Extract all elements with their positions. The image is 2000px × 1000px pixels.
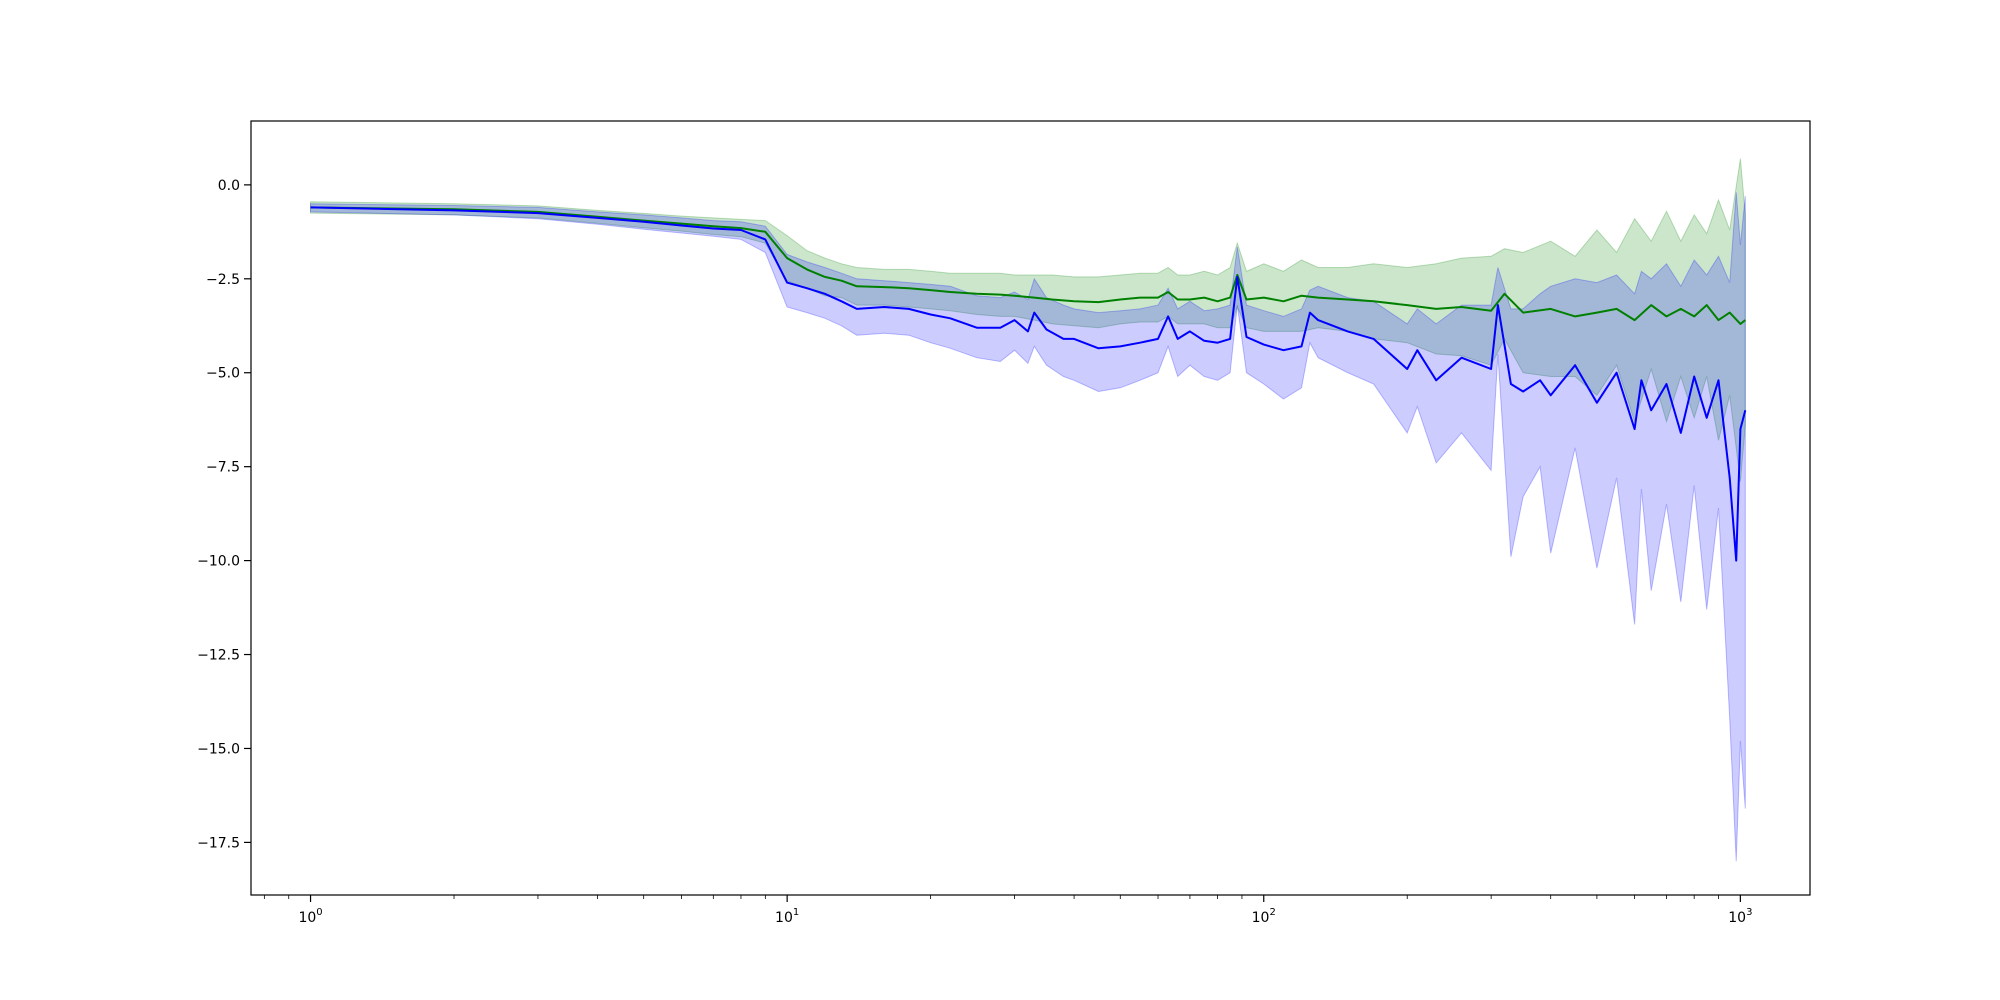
series-lines [310,206,1747,562]
y-tick-label: −2.5 [206,272,240,288]
y-tick-label: −17.5 [197,835,240,851]
y-tick-label: −10.0 [197,554,240,570]
x-tick-label: 101 [775,907,799,926]
series-1-line [310,206,1746,325]
y-tick-label: −5.0 [206,366,240,382]
y-tick-label: 0.0 [218,178,240,194]
y-axis: 0.0 −2.5 −5.0 −7.5 −10.0 −12.5 −15.0 −17.5 [197,178,251,851]
x-tick-label: 102 [1252,907,1276,926]
y-tick-label: −12.5 [197,648,240,664]
y-tick-label: −7.5 [206,460,240,476]
x-axis: 100 101 102 103 [263,895,1752,926]
series-1-band [310,158,1746,482]
x-tick-label: 100 [298,907,322,926]
x-tick-label: 103 [1728,907,1752,926]
y-tick-label: −15.0 [197,741,240,757]
series-2-line [310,206,1747,562]
plot-area-frame [250,120,1811,896]
confidence-bands [310,158,1746,862]
